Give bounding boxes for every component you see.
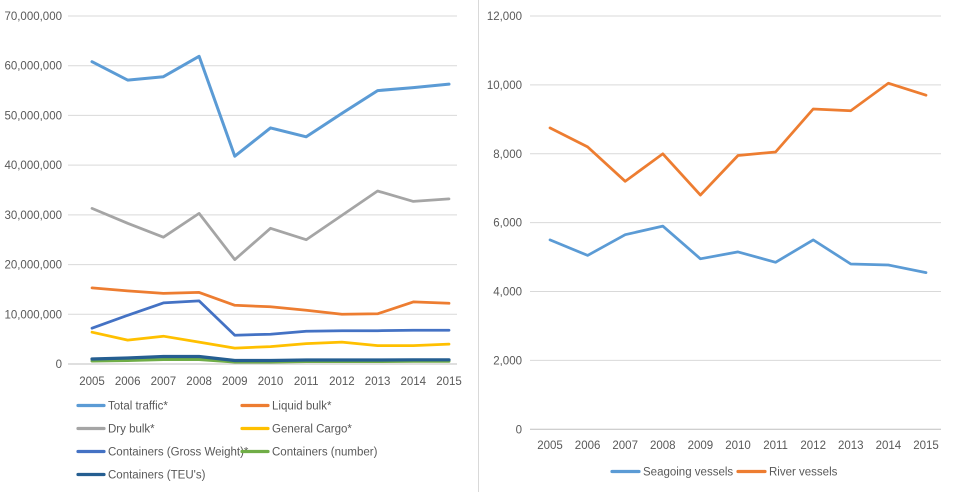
x-tick-label: 2009 (222, 376, 248, 388)
legend-label: Containers (number) (272, 447, 378, 459)
legend-label: Containers (TEU's) (108, 470, 206, 482)
x-tick-label: 2013 (838, 440, 864, 452)
legend-label: Seagoing vessels (643, 467, 733, 479)
legend-label: River vessels (769, 467, 838, 479)
x-tick-label: 2012 (329, 376, 355, 388)
legend-label: Containers (Gross Weight)* (108, 447, 249, 459)
x-tick-label: 2010 (725, 440, 751, 452)
y-tick-label: 6,000 (493, 218, 522, 230)
y-tick-label: 10,000 (487, 80, 522, 92)
series-lines (90, 54, 451, 364)
y-tick-label: 2,000 (493, 355, 522, 367)
legend-item-seagoing-vessels: Seagoing vessels (610, 467, 733, 479)
y-tick-label: 70,000,000 (4, 11, 62, 23)
x-tick-label: 2010 (258, 376, 284, 388)
legend-item-general-cargo: General Cargo* (240, 424, 352, 436)
legend-label: Dry bulk* (108, 424, 155, 436)
x-tick-label: 2013 (365, 376, 391, 388)
series-line-total-traffic (90, 54, 451, 158)
x-axis-tick-labels: 2005 2006 2007 2008 2009 2010 2011 2012 2013 2014… (537, 440, 939, 452)
gridlines (530, 15, 941, 430)
x-tick-label: 2011 (763, 440, 788, 452)
x-tick-label: 2012 (800, 440, 826, 452)
legend: Total traffic* Liquid bulk* Dry bulk* Gener… (76, 401, 378, 482)
legend-item-containers-gross-weight: Containers (Gross Weight)* (76, 447, 249, 459)
series-line-containers-gross-weight (90, 299, 451, 337)
legend-label: Total traffic* (108, 401, 168, 413)
legend-item-total-traffic: Total traffic* (76, 401, 168, 413)
x-axis-tick-labels: 2005 2006 2007 2008 2009 2010 2011 2012 2013 2014… (79, 376, 462, 388)
legend-item-dry-bulk: Dry bulk* (76, 424, 155, 436)
chart-divider (478, 0, 479, 492)
x-tick-label: 2007 (612, 440, 638, 452)
legend-label: General Cargo* (272, 424, 352, 436)
x-tick-label: 2005 (79, 376, 105, 388)
x-tick-label: 2011 (294, 376, 319, 388)
y-tick-label: 50,000,000 (4, 110, 62, 122)
series-lines (548, 81, 928, 274)
legend-item-containers-number: Containers (number) (240, 447, 378, 459)
y-tick-label: 20,000,000 (4, 260, 62, 272)
x-tick-label: 2008 (650, 440, 676, 452)
legend-item-containers-teu-s: Containers (TEU's) (76, 470, 206, 482)
series-line-seagoing-vessels (548, 224, 928, 274)
x-tick-label: 2006 (575, 440, 601, 452)
x-tick-label: 2005 (537, 440, 563, 452)
x-tick-label: 2007 (151, 376, 177, 388)
y-tick-label: 30,000,000 (4, 210, 62, 222)
y-tick-label: 12,000 (487, 11, 522, 23)
legend-item-river-vessels: River vessels (736, 467, 838, 479)
y-axis-tick-labels: 0 10,000,000 20,000,000 30,000,000 40,000,00… (4, 11, 62, 371)
y-tick-label: 0 (56, 359, 62, 371)
legend: Seagoing vessels River vessels (610, 467, 838, 479)
x-tick-label: 2015 (913, 440, 939, 452)
x-tick-label: 2006 (115, 376, 141, 388)
y-tick-label: 0 (516, 424, 522, 436)
x-tick-label: 2008 (186, 376, 212, 388)
x-tick-label: 2009 (688, 440, 714, 452)
y-tick-label: 4,000 (493, 287, 522, 299)
series-line-dry-bulk (90, 189, 451, 261)
x-tick-label: 2014 (876, 440, 902, 452)
series-line-river-vessels (548, 81, 928, 197)
series-line-general-cargo (90, 330, 451, 350)
y-axis-tick-labels: 0 2,000 4,000 6,000 8,000 10,000 12,000 (487, 11, 522, 436)
legend-item-liquid-bulk: Liquid bulk* (240, 401, 332, 413)
y-tick-label: 60,000,000 (4, 61, 62, 73)
legend-label: Liquid bulk* (272, 401, 332, 413)
y-tick-label: 8,000 (493, 149, 522, 161)
y-tick-label: 40,000,000 (4, 160, 62, 172)
x-tick-label: 2014 (401, 376, 427, 388)
series-line-liquid-bulk (90, 286, 451, 316)
series-line-containers-teu-s (90, 354, 451, 363)
x-tick-label: 2015 (436, 376, 462, 388)
y-tick-label: 10,000,000 (4, 309, 62, 321)
